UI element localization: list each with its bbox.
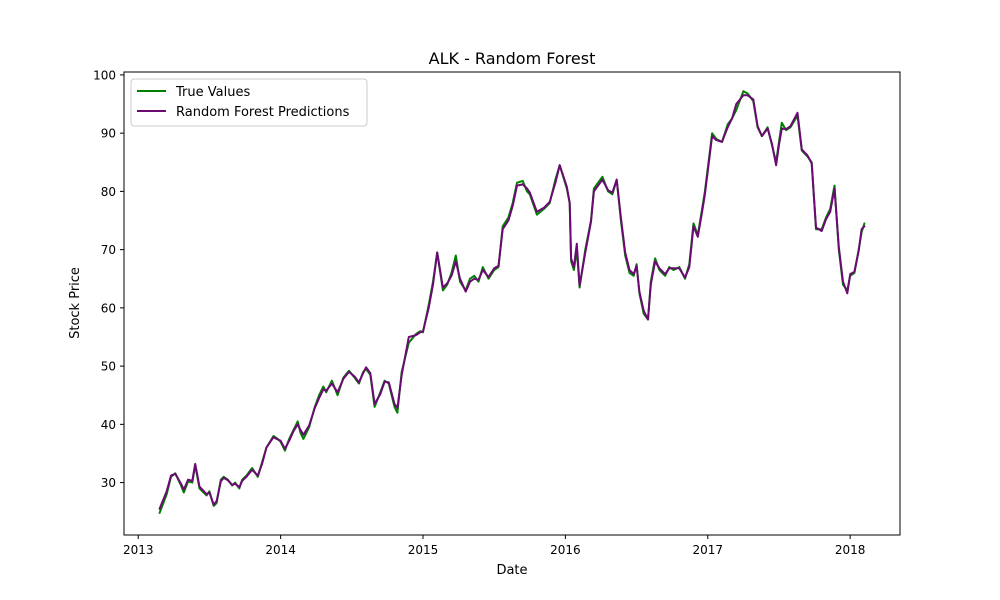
x-tick-label: 2015 <box>408 543 439 557</box>
y-tick-label: 50 <box>101 360 116 374</box>
plot-area: 2013 2014 2015 2016 2017 2018 30 40 50 60 70 80 90 1… <box>93 68 901 557</box>
x-tick-label: 2017 <box>693 543 724 557</box>
plot-frame <box>123 71 901 536</box>
y-tick-label: 60 <box>101 301 116 315</box>
legend: True Values Random Forest Predictions <box>130 78 368 127</box>
x-tick-label: 2013 <box>123 543 154 557</box>
y-tick-label: 40 <box>101 418 116 432</box>
x-tick-label: 2016 <box>550 543 581 557</box>
y-axis: 30 40 50 60 70 80 90 100 <box>93 68 124 490</box>
x-tick-label: 2014 <box>265 543 296 557</box>
y-axis-label: Stock Price <box>68 267 83 339</box>
chart-title: ALK - Random Forest <box>429 49 596 68</box>
x-axis: 2013 2014 2015 2016 2017 2018 <box>123 535 865 557</box>
y-tick-label: 30 <box>101 476 116 490</box>
legend-box <box>130 78 368 127</box>
legend-label-true-values: True Values <box>175 85 250 100</box>
y-tick-label: 100 <box>93 68 116 82</box>
y-tick-label: 80 <box>101 185 116 199</box>
x-tick-label: 2018 <box>835 543 866 557</box>
x-axis-label: Date <box>496 563 527 578</box>
y-tick-label: 90 <box>101 127 116 141</box>
series-layer <box>158 90 866 514</box>
series-line-random-forest-predictions <box>158 94 866 510</box>
legend-label-random-forest-predictions: Random Forest Predictions <box>176 105 350 120</box>
y-tick-label: 70 <box>101 243 116 257</box>
